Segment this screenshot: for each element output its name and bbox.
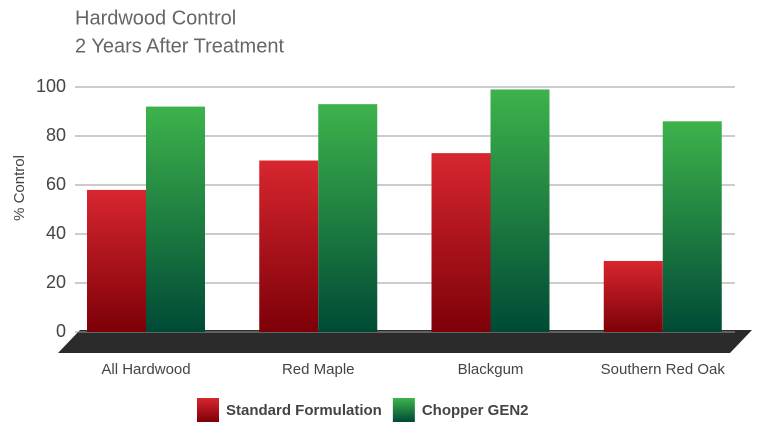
y-tick-label: 40 (46, 223, 66, 243)
legend-swatch (197, 398, 219, 422)
bar (431, 153, 491, 332)
legend-label: Chopper GEN2 (422, 402, 529, 419)
chart-subtitle: 2 Years After Treatment (75, 35, 284, 57)
bar (662, 121, 722, 332)
legend-swatch (392, 398, 415, 422)
x-tick-label: Red Maple (282, 361, 355, 378)
bar (490, 89, 550, 332)
y-tick-label: 60 (46, 174, 66, 194)
bar (259, 160, 319, 332)
y-tick-label: 80 (46, 125, 66, 145)
y-tick-label: 0 (56, 321, 66, 341)
y-axis-label: % Control (11, 155, 28, 221)
x-tick-label: Blackgum (458, 361, 524, 378)
bar (603, 260, 663, 332)
x-tick-label: Southern Red Oak (601, 361, 726, 378)
y-tick-label: 20 (46, 272, 66, 292)
x-tick-label: All Hardwood (101, 361, 190, 378)
bar (146, 106, 205, 332)
legend-label: Standard Formulation (226, 402, 382, 419)
bar (87, 189, 146, 332)
chart-title: Hardwood Control (75, 7, 236, 29)
y-tick-label: 100 (36, 76, 66, 96)
bar (318, 104, 378, 333)
floor (58, 330, 752, 353)
